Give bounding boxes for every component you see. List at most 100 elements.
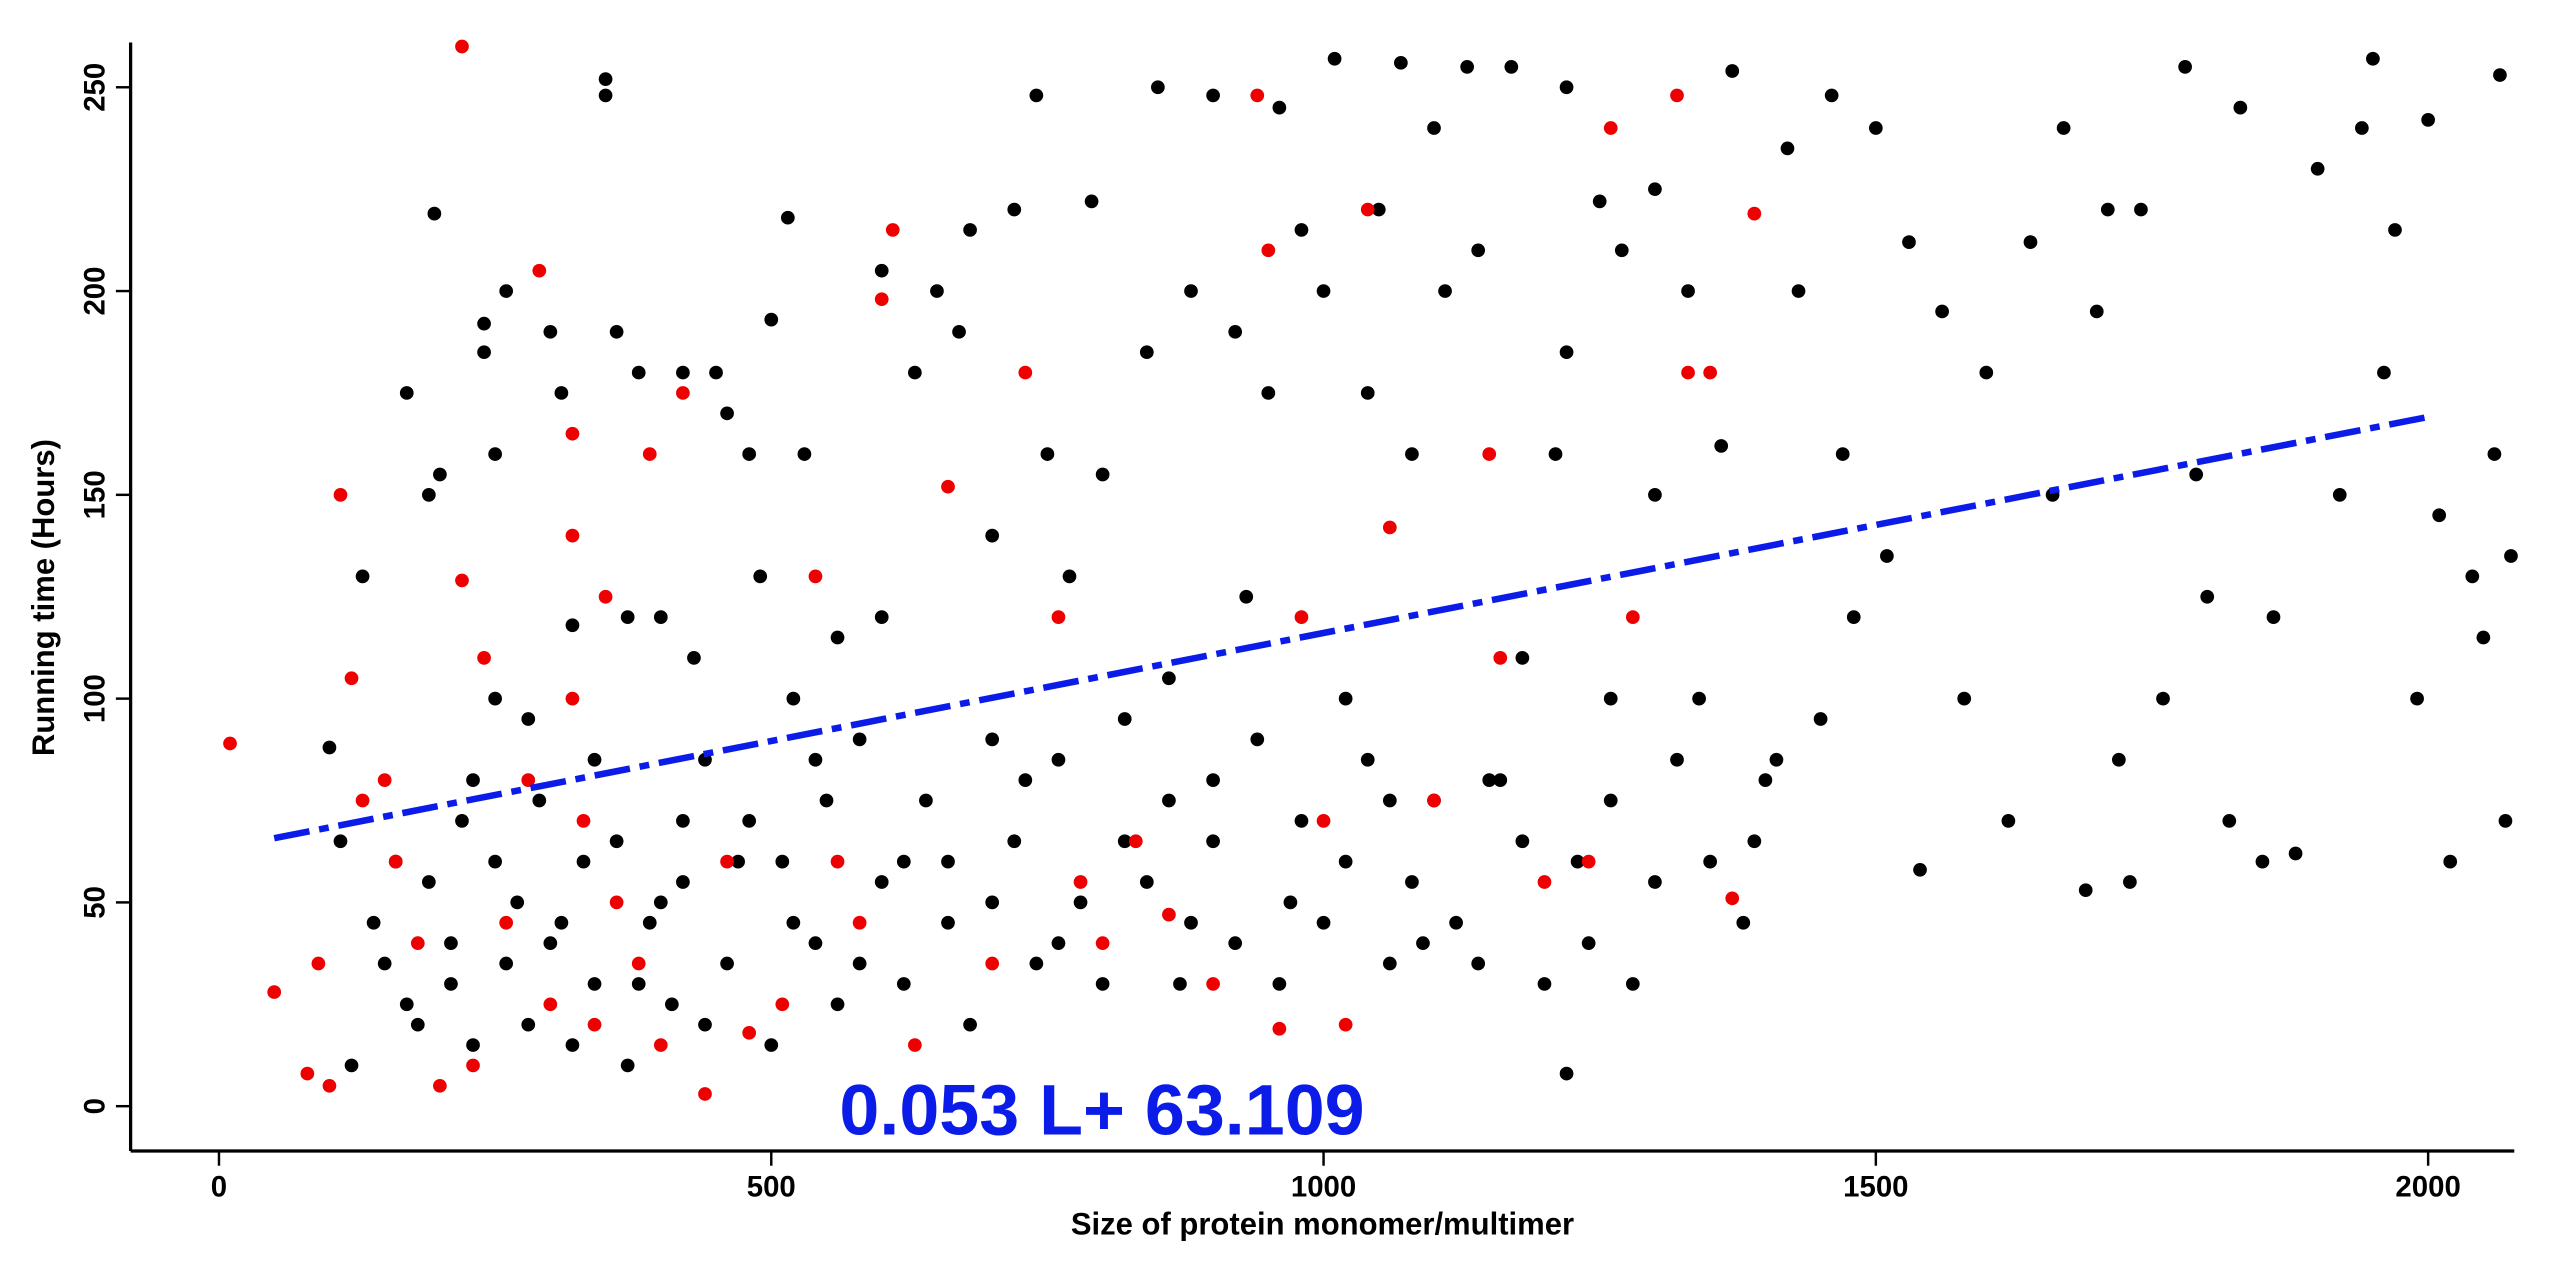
point bbox=[410, 1017, 425, 1032]
point bbox=[1360, 752, 1375, 767]
point bbox=[1173, 977, 1187, 991]
x-tick-label: 0 bbox=[211, 1171, 227, 1204]
point bbox=[1570, 854, 1585, 869]
point bbox=[565, 426, 580, 441]
point bbox=[1581, 936, 1596, 951]
point bbox=[1151, 80, 1165, 95]
point bbox=[687, 651, 701, 665]
point bbox=[1239, 589, 1254, 604]
point bbox=[488, 854, 502, 869]
point bbox=[1405, 875, 1419, 889]
point bbox=[455, 814, 469, 828]
point bbox=[2222, 814, 2237, 828]
point bbox=[908, 365, 922, 380]
point bbox=[775, 997, 790, 1012]
point bbox=[874, 875, 889, 889]
point bbox=[1360, 386, 1375, 400]
point bbox=[565, 528, 580, 543]
point bbox=[985, 895, 1000, 910]
point bbox=[1471, 243, 1486, 258]
point bbox=[930, 284, 944, 298]
point bbox=[2111, 752, 2126, 767]
point bbox=[1813, 712, 1828, 726]
point bbox=[1714, 439, 1729, 453]
point bbox=[698, 1087, 712, 1101]
point bbox=[576, 814, 591, 828]
point bbox=[941, 479, 955, 494]
point bbox=[1471, 956, 1486, 971]
point bbox=[1184, 284, 1198, 298]
point bbox=[433, 1078, 447, 1093]
point bbox=[1294, 814, 1309, 828]
point bbox=[720, 956, 734, 971]
point bbox=[1162, 793, 1176, 808]
point bbox=[1162, 671, 1176, 686]
point bbox=[1382, 520, 1397, 535]
y-tick-label: 200 bbox=[78, 267, 111, 316]
point bbox=[2123, 875, 2137, 889]
point bbox=[2421, 113, 2435, 127]
point bbox=[1493, 651, 1508, 665]
point bbox=[985, 732, 1000, 747]
point bbox=[1769, 752, 1784, 767]
point bbox=[2432, 508, 2447, 523]
point bbox=[698, 1017, 712, 1032]
point bbox=[1670, 88, 1684, 103]
point bbox=[780, 210, 795, 225]
point bbox=[963, 1017, 977, 1032]
point bbox=[1935, 304, 1949, 319]
point bbox=[488, 691, 502, 706]
point bbox=[963, 223, 977, 237]
point bbox=[1559, 345, 1574, 360]
point bbox=[1206, 88, 1220, 103]
point bbox=[521, 1017, 536, 1032]
point bbox=[676, 365, 690, 380]
point bbox=[1117, 712, 1132, 726]
point bbox=[521, 773, 536, 787]
x-tick-label: 1500 bbox=[1843, 1171, 1908, 1204]
point bbox=[1283, 895, 1298, 910]
point bbox=[1725, 64, 1740, 78]
point bbox=[510, 895, 525, 910]
point bbox=[1625, 977, 1640, 991]
point bbox=[466, 1038, 480, 1052]
point bbox=[896, 977, 911, 991]
x-tick-label: 1000 bbox=[1291, 1171, 1356, 1204]
point bbox=[808, 569, 823, 584]
point bbox=[1040, 447, 1055, 461]
point bbox=[1294, 610, 1309, 624]
point bbox=[1316, 915, 1331, 930]
point bbox=[499, 915, 514, 930]
point bbox=[1051, 752, 1066, 767]
point bbox=[1117, 834, 1132, 849]
point bbox=[1228, 936, 1243, 951]
point bbox=[874, 263, 889, 278]
point bbox=[433, 467, 447, 482]
point bbox=[311, 956, 326, 971]
point bbox=[620, 610, 635, 624]
point bbox=[1957, 691, 1972, 706]
point bbox=[797, 447, 812, 461]
point bbox=[819, 793, 834, 808]
point bbox=[1493, 773, 1508, 787]
point bbox=[1371, 202, 1386, 217]
point bbox=[1703, 854, 1718, 869]
point bbox=[1846, 610, 1861, 624]
point bbox=[2377, 365, 2391, 380]
point bbox=[1648, 182, 1662, 197]
point bbox=[1648, 487, 1662, 502]
point bbox=[1603, 793, 1618, 808]
point bbox=[1272, 100, 1287, 115]
point bbox=[631, 365, 646, 380]
point bbox=[388, 854, 403, 869]
point bbox=[1692, 691, 1706, 706]
point bbox=[1913, 862, 1927, 877]
point bbox=[1592, 194, 1607, 209]
point bbox=[2089, 304, 2104, 319]
point bbox=[2134, 202, 2148, 217]
point bbox=[786, 915, 801, 930]
point bbox=[808, 752, 823, 767]
point bbox=[1184, 915, 1198, 930]
point bbox=[2156, 691, 2170, 706]
